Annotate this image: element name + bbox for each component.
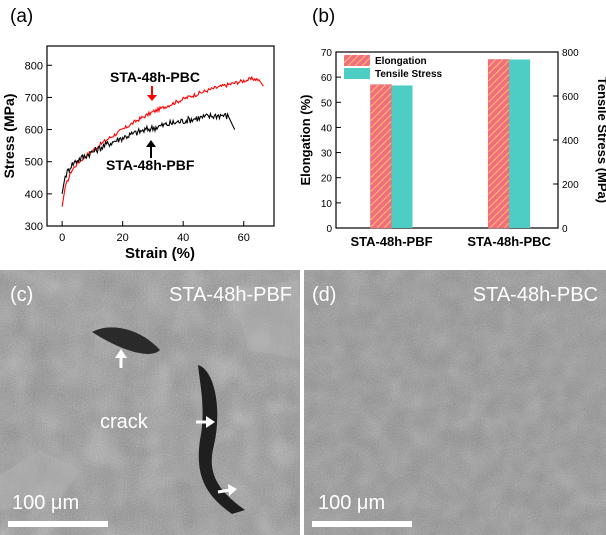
panel-label-a: (a) [10,6,34,27]
legend: Elongation Tensile Stress [344,55,443,80]
y-right-tick-label: 200 [562,180,579,191]
y-right-tick-label: 400 [562,136,579,147]
bar-tensile-stress [509,59,531,229]
y-left-tick-label: 10 [321,199,333,210]
legend-swatch-tensile [344,68,370,79]
y-left-tick-label: 40 [321,123,333,134]
arrow-right-icon [196,416,215,428]
sem-image-pbf: (c) STA-48h-PBF crack 100 μm [0,270,300,535]
x-axis-label: Strain (%) [125,245,195,262]
y-right-tick-label: 600 [562,92,579,103]
pbc-arrow [147,86,157,101]
y-left-tick-label: 20 [321,174,333,185]
y-axis-label: Stress (MPa) [1,94,17,179]
y-tick-label: 800 [25,60,43,72]
category-label: STA-48h-PBC [467,234,551,249]
panel-label-b: (b) [312,6,336,27]
series-line-sta-48h-pbc [61,75,264,207]
scale-bar [8,521,108,527]
stress-strain-chart: 0 20 40 60 300 400 500 600 700 800 Strain (%) Str… [1,45,275,262]
y-tick-label: 300 [25,221,43,233]
y-right-tick-label: 800 [562,48,579,59]
series-annotation-pbf: STA-48h-PBF [106,157,195,173]
sem-image-pbc: (d) STA-48h-PBC 100 μm [304,270,606,535]
bar-tensile-stress [391,85,413,228]
arrow-up-icon [115,349,127,368]
bar-elongation [487,59,510,229]
y-tick-label: 500 [25,157,43,169]
series-line-sta-48h-pbf [61,111,236,194]
legend-label-elongation: Elongation [375,56,427,67]
panel-label-d: (d) [312,284,337,306]
pbf-arrow [146,140,156,158]
y-left-tick-label: 50 [321,98,333,109]
x-tick-label: 0 [59,232,65,244]
panel-label-c: (c) [10,284,34,306]
y-tick-label: 400 [25,189,43,201]
x-tick-label: 60 [238,232,250,244]
y-axis-label-right: Tensile Stress (MPa) [595,77,606,203]
y-tick-label: 700 [25,92,43,104]
series-annotation-pbc: STA-48h-PBC [110,69,200,85]
elongation-stress-bar-chart: 0 10 20 30 40 50 60 70 0 200 400 600 800 STA-48h-PBF… [300,48,606,249]
legend-label-tensile: Tensile Stress [375,69,443,80]
scale-label: 100 μm [318,492,386,514]
sem-title-pbc: STA-48h-PBC [472,284,598,306]
category-label: STA-48h-PBF [350,234,432,249]
arrow-right-icon [217,484,237,496]
fracture-surface-pbf [0,270,300,535]
sem-title-pbf: STA-48h-PBF [169,284,292,306]
y-left-tick-label: 0 [326,224,332,235]
crack-label: crack [100,411,148,433]
scale-label: 100 μm [12,492,80,514]
x-tick-label: 20 [117,232,129,244]
scale-bar [312,521,412,527]
crack-arrows [115,349,237,496]
bar-elongation [370,84,392,229]
y-left-tick-label: 30 [321,149,333,160]
y-axis-label-left: Elongation (%) [300,95,313,186]
x-tick-label: 40 [177,232,189,244]
y-right-tick-label: 0 [562,224,568,235]
y-tick-label: 600 [25,125,43,137]
y-left-tick-label: 70 [321,48,333,59]
y-left-tick-label: 60 [321,73,333,84]
fracture-surface-pbc [304,270,606,535]
legend-swatch-elongation [344,55,370,66]
